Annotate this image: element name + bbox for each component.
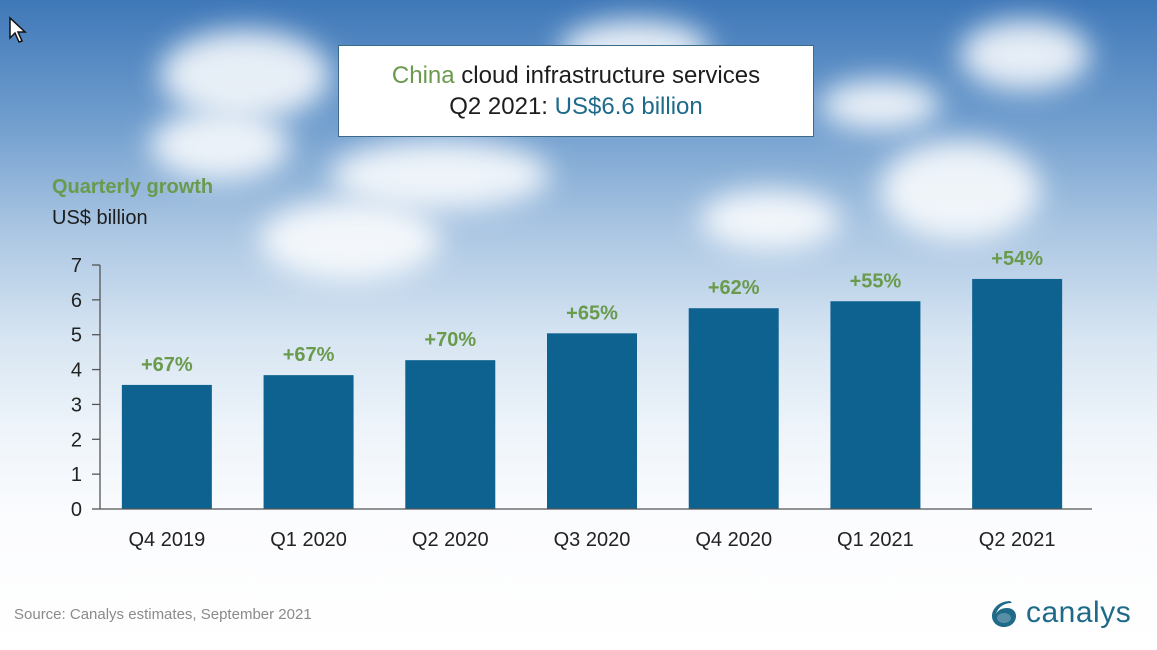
growth-label: Quarterly growth: [52, 176, 214, 198]
y-tick-label: 2: [71, 429, 82, 451]
growth-data-label: +62%: [708, 277, 760, 299]
x-tick-label: Q4 2020: [695, 529, 772, 551]
source-note: Source: Canalys estimates, September 202…: [14, 606, 312, 623]
chart-title-line1: China cloud infrastructure services: [339, 60, 813, 91]
canalys-logo-text: canalys: [1026, 596, 1132, 629]
growth-data-label: +54%: [991, 248, 1043, 270]
chart-title-line2: Q2 2021: US$6.6 billion: [339, 91, 813, 122]
growth-data-label: +67%: [283, 344, 335, 366]
y-tick-label: 4: [71, 360, 82, 382]
x-tick-label: Q1 2021: [837, 529, 914, 551]
y-tick-label: 1: [71, 464, 82, 486]
bar: [405, 360, 496, 509]
title-highlight: China: [391, 62, 455, 89]
chart-title-box: China cloud infrastructure services Q2 2…: [338, 45, 814, 137]
growth-data-label: +55%: [850, 270, 902, 292]
x-tick-label: Q4 2019: [128, 529, 205, 551]
x-tick-label: Q2 2021: [979, 529, 1056, 551]
x-tick-label: Q2 2020: [412, 529, 489, 551]
y-tick-label: 0: [71, 499, 82, 521]
y-tick-label: 3: [71, 394, 82, 416]
growth-data-label: +65%: [566, 302, 618, 324]
bar: [688, 308, 779, 509]
bar: [263, 375, 354, 509]
canalys-logo: canalys: [988, 596, 1131, 630]
unit-label: US$ billion: [52, 207, 148, 229]
y-axis: 0 1 2 3 4 5 6 7: [71, 255, 101, 521]
mouse-cursor-icon: [8, 16, 28, 49]
x-tick-label: Q1 2020: [270, 529, 347, 551]
bar: [121, 384, 212, 509]
title-line2-prefix: Q2 2021:: [449, 93, 555, 120]
y-tick-label: 7: [71, 255, 82, 277]
y-tick-label: 5: [71, 325, 82, 347]
canalys-logo-icon: [992, 601, 1016, 627]
y-tick-label: 6: [71, 290, 82, 312]
x-axis: Q4 2019 Q1 2020 Q2 2020 Q3 2020 Q4 2020 Q1 20…: [100, 508, 1092, 551]
growth-data-label: +67%: [141, 354, 193, 376]
bar: [547, 333, 637, 509]
title-line2-value: US$6.6 billion: [554, 93, 703, 120]
bar: [830, 301, 921, 509]
title-rest: cloud infrastructure services: [454, 62, 761, 89]
bars: +67% +67% +70% +65% +62% +55% +54%: [121, 248, 1063, 509]
bar: [972, 278, 1063, 509]
growth-data-label: +70%: [424, 329, 476, 351]
x-tick-label: Q3 2020: [554, 529, 631, 551]
